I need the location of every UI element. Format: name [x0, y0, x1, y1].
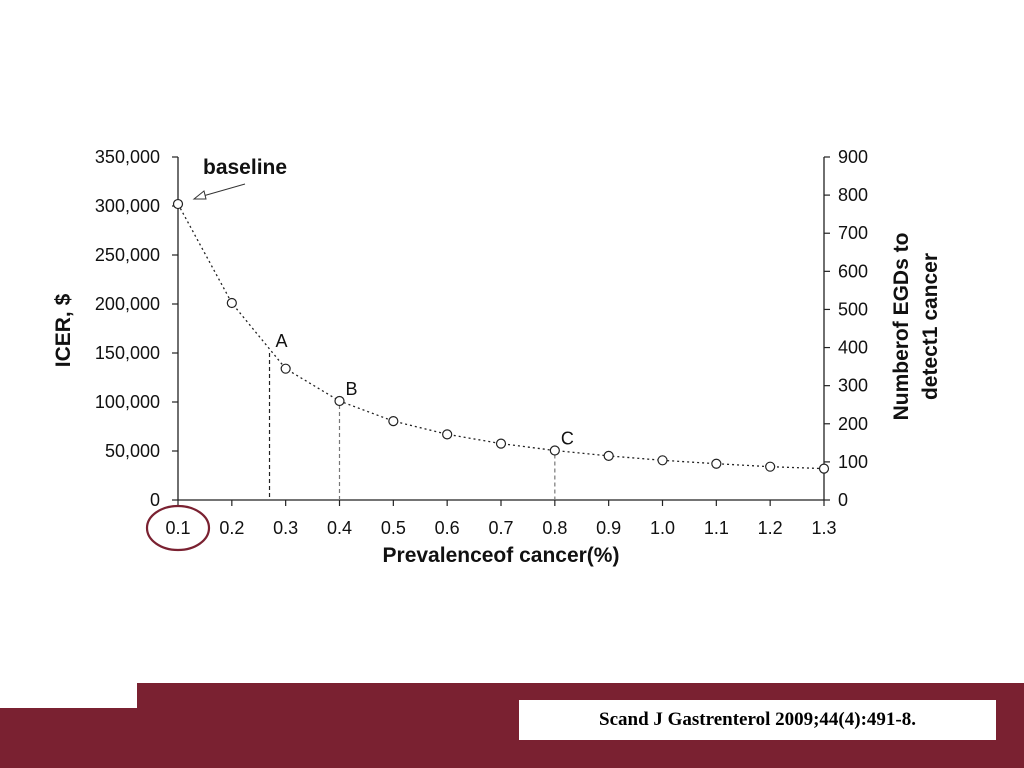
x-tick-label: 0.9: [596, 518, 621, 538]
y-tick-label: 150,000: [95, 343, 160, 363]
highlight-circle: [145, 504, 211, 552]
data-point: [442, 429, 453, 440]
citation: Scand J Gastrenterol 2009;44(4):491-8.: [519, 700, 996, 740]
labels: 0 50,000 100,000 150,000 200,000 250,000 300,0…: [52, 147, 942, 567]
y-tick-label: 100,000: [95, 392, 160, 412]
baseline-arrowhead: [192, 190, 207, 200]
y2-axis-title-line1: Numberof EGDs to: [890, 233, 913, 421]
data-point: [818, 463, 830, 474]
data-point: [603, 450, 614, 461]
x-tick-label: 0.6: [435, 518, 460, 538]
y2-axis-title-line2: detect1 cancer: [919, 253, 942, 400]
x-tick-label: 1.1: [704, 518, 729, 538]
data-point: [334, 395, 345, 407]
data-point: [711, 458, 722, 469]
data-point: [388, 416, 399, 427]
x-tick-label: 0.1: [165, 518, 190, 538]
drop-lines: [268, 353, 556, 500]
x-tick-label: 0.5: [381, 518, 406, 538]
data-point: [549, 445, 560, 456]
annotation-b: B: [346, 379, 358, 399]
y-tick-label: 300,000: [95, 196, 160, 216]
y-tick-label: 200,000: [95, 294, 160, 314]
annotation-baseline: baseline: [203, 156, 287, 179]
y-tick-label: 50,000: [105, 441, 160, 461]
data-point: [280, 363, 291, 374]
y-tick-label: 0: [150, 490, 160, 510]
data-point: [495, 438, 507, 449]
y2-tick-label: 300: [838, 376, 868, 396]
annotation-a: A: [276, 331, 288, 351]
y2-tick-label: 100: [838, 452, 868, 472]
y-axis-title: ICER, $: [52, 293, 75, 367]
y2-tick-label: 900: [838, 147, 868, 167]
x-tick-label: 0.3: [273, 518, 298, 538]
data-point: [226, 297, 237, 309]
y2-tick-label: 600: [838, 261, 868, 281]
y-tick-label: 250,000: [95, 245, 160, 265]
x-tick-label: 1.3: [811, 518, 836, 538]
data-point: [657, 455, 668, 466]
y2-tick-label: 800: [838, 185, 868, 205]
x-tick-label: 0.4: [327, 518, 352, 538]
x-tick-label: 0.2: [219, 518, 244, 538]
x-tick-label: 1.2: [758, 518, 783, 538]
data-point: [172, 198, 184, 210]
y2-tick-label: 500: [838, 299, 868, 319]
x-tick-label: 0.8: [542, 518, 567, 538]
x-axis-title: Prevalenceof cancer(%): [383, 544, 620, 567]
annotation-c: C: [561, 429, 574, 449]
x-tick-label: 1.0: [650, 518, 675, 538]
y2-tick-label: 200: [838, 414, 868, 434]
footer-band-left: [0, 708, 137, 768]
tick-marks: [172, 156, 830, 506]
data-point: [765, 461, 776, 472]
y2-tick-label: 700: [838, 223, 868, 243]
x-tick-label: 0.7: [488, 518, 513, 538]
y2-tick-label: 400: [838, 338, 868, 358]
data-series: [172, 198, 830, 474]
y-tick-label: 350,000: [95, 147, 160, 167]
y2-tick-label: 0: [838, 490, 848, 510]
